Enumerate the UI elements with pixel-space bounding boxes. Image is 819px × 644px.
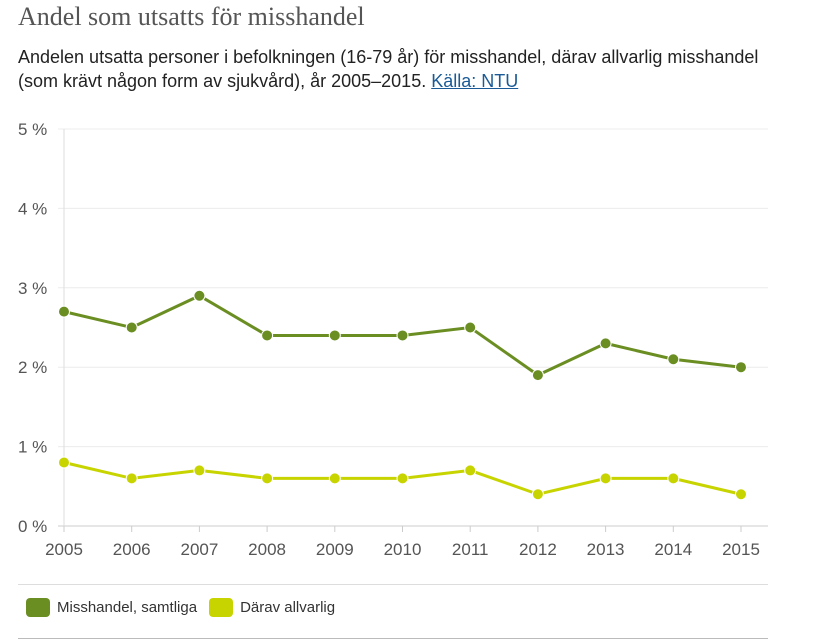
legend-divider-bottom <box>18 638 768 639</box>
data-point <box>58 305 70 318</box>
legend-divider-top <box>18 584 768 585</box>
data-point <box>125 472 138 485</box>
data-point <box>396 329 409 342</box>
description-text: Andelen utsatta personer i befolkningen … <box>18 47 759 91</box>
chart-title: Andel som utsatts för misshandel <box>18 2 365 31</box>
legend: Misshandel, samtliga Därav allvarlig <box>26 598 347 617</box>
y-tick-label: 0 % <box>18 517 47 536</box>
y-tick-label: 4 % <box>18 199 47 218</box>
legend-swatch <box>26 598 50 617</box>
x-tick-label: 2007 <box>180 540 218 559</box>
x-tick-label: 2012 <box>519 540 557 559</box>
data-point <box>735 361 747 374</box>
data-point <box>328 329 341 342</box>
data-point <box>261 329 274 342</box>
data-point <box>261 472 274 485</box>
x-tick-label: 2006 <box>113 540 151 559</box>
legend-label: Därav allvarlig <box>240 599 336 616</box>
legend-label: Misshandel, samtliga <box>57 599 198 616</box>
y-tick-label: 5 % <box>18 120 47 139</box>
data-point <box>735 488 747 501</box>
data-point <box>396 472 409 485</box>
data-point <box>667 472 680 485</box>
legend-swatch <box>209 598 234 617</box>
source-link[interactable]: Källa: NTU <box>431 71 519 91</box>
data-point <box>464 321 477 334</box>
data-point <box>599 337 612 350</box>
data-point <box>328 472 341 485</box>
data-point <box>193 289 206 302</box>
y-tick-label: 3 % <box>18 279 47 298</box>
x-tick-label: 2010 <box>384 540 422 559</box>
data-point <box>667 353 680 366</box>
y-tick-label: 2 % <box>18 358 47 377</box>
x-tick-label: 2013 <box>587 540 625 559</box>
x-tick-label: 2014 <box>654 540 692 559</box>
x-tick-label: 2011 <box>452 540 489 559</box>
chart-description: Andelen utsatta personer i befolkningen … <box>18 45 778 93</box>
x-tick-label: 2005 <box>45 540 83 559</box>
data-point <box>193 464 206 477</box>
data-point <box>125 321 138 334</box>
data-point <box>531 488 544 501</box>
data-point <box>531 369 544 382</box>
data-point <box>599 472 612 485</box>
x-tick-label: 2009 <box>316 540 354 559</box>
legend-item-samtliga[interactable]: Misshandel, samtliga <box>26 598 197 617</box>
y-tick-label: 1 % <box>18 438 47 457</box>
x-tick-label: 2008 <box>248 540 286 559</box>
data-point <box>464 464 477 477</box>
legend-item-allvarlig[interactable]: Därav allvarlig <box>209 598 335 617</box>
x-tick-label: 2015 <box>722 540 760 559</box>
data-point <box>58 456 70 469</box>
